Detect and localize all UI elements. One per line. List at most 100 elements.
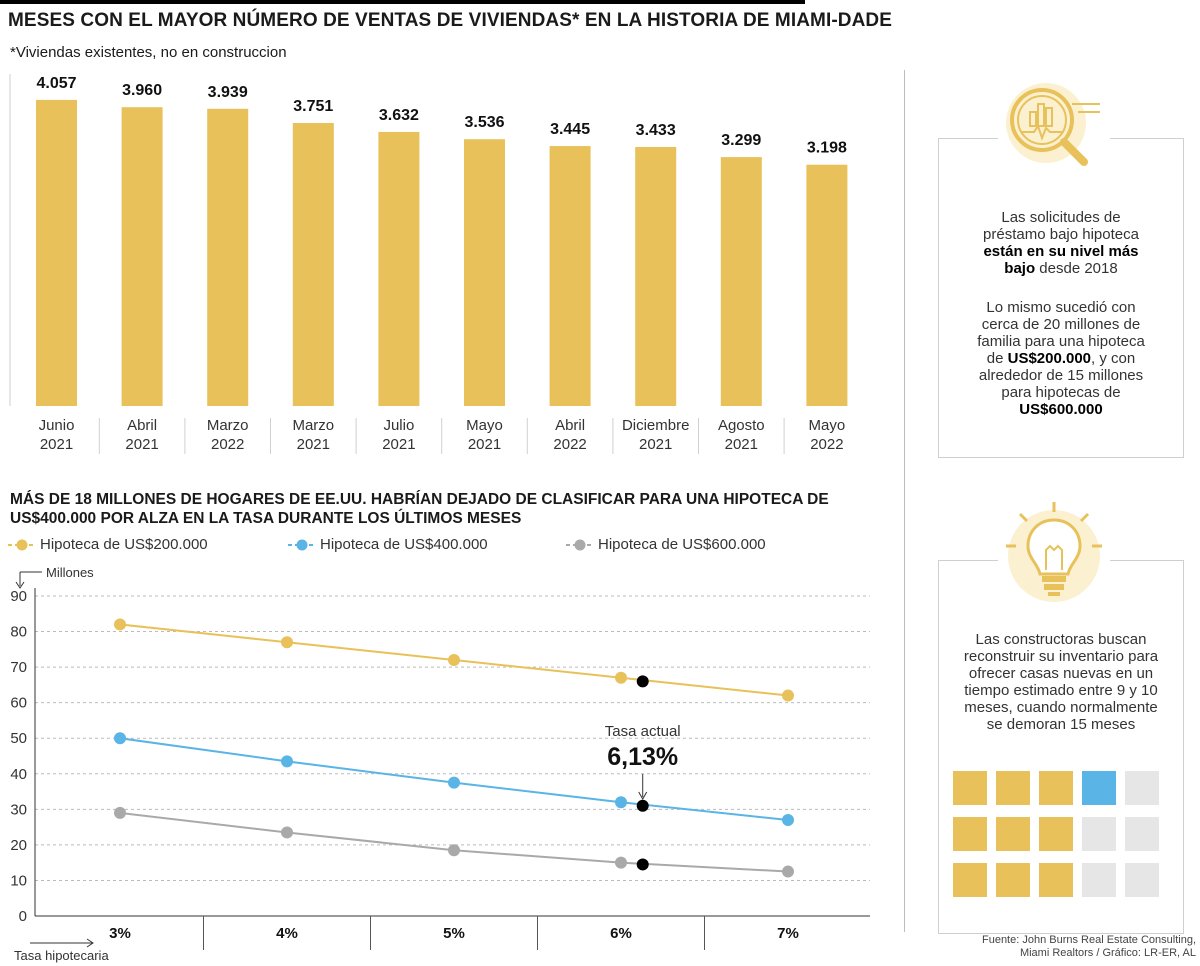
month-cell xyxy=(996,771,1030,805)
x-tick-label: 6% xyxy=(610,925,632,942)
series-point xyxy=(448,776,460,789)
bar-category-year: 2021 xyxy=(125,436,158,453)
source-note: Fuente: John Burns Real Estate Consultin… xyxy=(981,934,1196,959)
bar-category-year: 2022 xyxy=(553,436,586,453)
series-point xyxy=(281,636,293,649)
bar-category-year: 2021 xyxy=(297,436,330,453)
bar-value-label: 3.198 xyxy=(807,140,847,157)
series-point xyxy=(782,689,794,702)
month-cell xyxy=(953,863,987,897)
info-box-builders-text: Las constructoras buscan reconstruir su … xyxy=(963,631,1159,733)
month-cell xyxy=(1039,817,1073,851)
series-point xyxy=(615,796,627,809)
bar-value-label: 3.433 xyxy=(636,122,676,139)
y-tick-label: 60 xyxy=(10,695,27,712)
month-cell xyxy=(996,817,1030,851)
series-point xyxy=(448,654,460,666)
y-tick-label: 70 xyxy=(10,659,27,676)
month-cell xyxy=(1082,771,1116,805)
bar xyxy=(635,146,677,406)
x-axis-unit: Tasa hipotecaria xyxy=(14,948,109,963)
info-box-loans-text-2: Lo mismo sucedió con cerca de 20 millone… xyxy=(977,299,1145,418)
line-chart: Millones 0 10 20 30 40 50 60 70 80 90 3% 4% 5% 6% 7% Tas… xyxy=(10,565,870,963)
bar xyxy=(806,164,848,406)
current-rate-point xyxy=(636,858,649,871)
legend-swatch-dot xyxy=(574,539,586,551)
y-tick-label: 90 xyxy=(10,588,27,605)
bar-category-month: Abril xyxy=(127,417,157,434)
x-unit-arrow-head xyxy=(86,938,94,948)
bar-category-month: Abril xyxy=(555,417,585,434)
month-cell xyxy=(996,863,1030,897)
bar-category-year: 2021 xyxy=(382,436,415,453)
bar-value-label: 4.057 xyxy=(36,75,76,92)
bar xyxy=(549,146,591,406)
month-cell xyxy=(1082,817,1116,851)
series-point xyxy=(281,755,293,768)
bar xyxy=(464,139,505,406)
bar-chart: 4.057 Junio 2021 3.960 Abril 2021 3.939 Marzo 20… xyxy=(9,74,848,454)
bar xyxy=(720,157,762,406)
legend-label: Hipoteca de US$600.000 xyxy=(598,536,766,553)
month-cell xyxy=(953,817,987,851)
legend-item: Hipoteca de US$600.000 xyxy=(566,536,766,553)
bar-category-year: 2021 xyxy=(639,436,672,453)
bar-category-year: 2021 xyxy=(725,436,758,453)
legend-item: Hipoteca de US$400.000 xyxy=(288,536,488,553)
line-chart-title: MÁS DE 18 MILLONES DE HOGARES DE EE.UU. … xyxy=(10,491,829,527)
month-cell xyxy=(1125,771,1159,805)
bar-value-label: 3.751 xyxy=(293,98,333,115)
series-point xyxy=(448,844,460,857)
y-tick-label: 30 xyxy=(10,801,27,818)
current-rate-arrow-head xyxy=(638,791,648,801)
series-point xyxy=(615,856,627,869)
month-cell xyxy=(1039,771,1073,805)
bar-chart-subtitle: *Viviendas existentes, no en construccio… xyxy=(10,44,287,61)
legend-swatch xyxy=(566,539,594,551)
bar-chart-title: MESES CON EL MAYOR NÚMERO DE VENTAS DE V… xyxy=(8,10,893,31)
current-rate-label: Tasa actual xyxy=(605,723,681,740)
x-tick-label: 3% xyxy=(109,925,131,942)
month-cell xyxy=(953,771,987,805)
legend-label: Hipoteca de US$400.000 xyxy=(320,536,488,553)
bar-category-year: 2022 xyxy=(211,436,244,453)
magnifier-chart-icon xyxy=(998,78,1110,178)
bar-value-label: 3.536 xyxy=(464,114,504,131)
bar-value-label: 3.939 xyxy=(208,84,248,101)
month-cell xyxy=(1039,863,1073,897)
series-point xyxy=(114,732,126,745)
legend-swatch xyxy=(288,539,316,551)
lightbulb-icon xyxy=(998,498,1110,608)
info-box-loans: Las solicitudes de préstamo bajo hipotec… xyxy=(938,138,1184,458)
y-tick-label: 80 xyxy=(10,624,27,641)
bar-value-label: 3.960 xyxy=(122,82,162,99)
info-box-loans-text-1: Las solicitudes de préstamo bajo hipotec… xyxy=(983,209,1139,277)
series-point xyxy=(114,618,126,631)
current-rate-point xyxy=(636,799,649,812)
bar-value-label: 3.299 xyxy=(721,132,761,149)
bar xyxy=(121,107,163,406)
series-point xyxy=(782,865,794,878)
series-line xyxy=(119,811,789,873)
y-tick-label: 40 xyxy=(10,766,27,783)
series-point xyxy=(114,806,126,819)
bar xyxy=(36,99,77,406)
month-cell xyxy=(1125,817,1159,851)
current-rate-value: 6,13% xyxy=(607,743,678,771)
bar-category-month: Julio xyxy=(383,417,414,434)
legend-item: Hipoteca de US$200.000 xyxy=(8,536,208,553)
info-box-builders: Las constructoras buscan reconstruir su … xyxy=(938,560,1184,934)
x-tick-label: 7% xyxy=(777,925,799,942)
bar-category-year: 2022 xyxy=(810,436,843,453)
bar-category-year: 2021 xyxy=(40,436,73,453)
x-tick-label: 5% xyxy=(443,925,465,942)
month-cell xyxy=(1125,863,1159,897)
series-point xyxy=(281,826,293,839)
bar-value-label: 3.632 xyxy=(379,107,419,124)
legend-swatch-dot xyxy=(16,539,28,551)
top-rule xyxy=(0,0,805,4)
bar-category-month: Marzo xyxy=(292,417,334,434)
bar-category-month: Junio xyxy=(39,417,75,434)
series-point xyxy=(782,814,794,826)
y-tick-label: 50 xyxy=(10,730,27,747)
